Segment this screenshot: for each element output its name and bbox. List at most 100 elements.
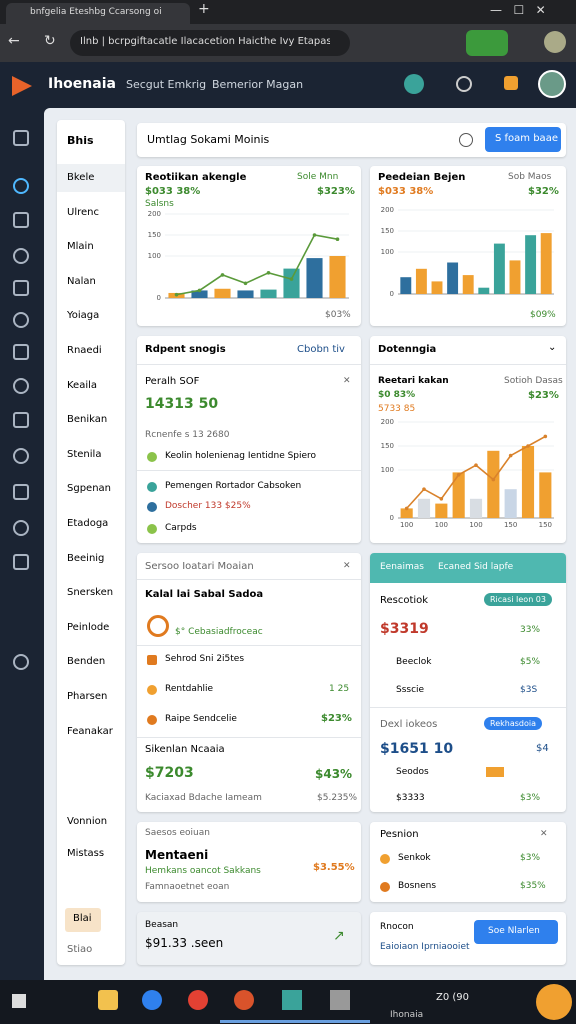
menu-item[interactable]: Nalan xyxy=(67,275,96,287)
rail-icon[interactable] xyxy=(13,212,29,228)
menu-item[interactable]: Snersken xyxy=(67,587,114,599)
bar xyxy=(504,489,517,518)
y-tick-label: 200 xyxy=(381,206,394,214)
app-icon[interactable] xyxy=(188,990,208,1010)
y-tick-label: 100 xyxy=(148,252,161,260)
app-icon[interactable] xyxy=(98,990,118,1010)
tab[interactable]: bnfgelia Eteshbg Ccarsong oi xyxy=(6,3,190,24)
app-icon[interactable] xyxy=(330,990,350,1010)
pill[interactable]: Ricasi Ieon 03 xyxy=(484,593,552,606)
menu-item[interactable]: Yoiaga xyxy=(67,310,100,322)
icon xyxy=(380,882,390,892)
card-link[interactable]: Cbobn tiv xyxy=(297,344,345,355)
rail-icon[interactable] xyxy=(13,654,29,670)
tray-button[interactable] xyxy=(536,984,572,1020)
rail-icon[interactable] xyxy=(13,378,29,394)
extension[interactable] xyxy=(466,30,508,56)
rail-icon[interactable] xyxy=(13,280,29,296)
row-label: Ssscie xyxy=(396,685,425,695)
rail-icon[interactable] xyxy=(13,130,29,146)
nav-item[interactable]: Bemerior Magan xyxy=(212,78,304,91)
settings-icon[interactable] xyxy=(456,76,472,92)
menu-active xyxy=(57,164,125,192)
rail-icon[interactable] xyxy=(13,344,29,360)
close[interactable]: ✕ xyxy=(343,376,351,386)
omnibox[interactable]: Ilnb | bcrpgiftacatle Ilacacetion Haicth… xyxy=(70,30,350,56)
primary-button[interactable]: S foam baae xyxy=(485,127,561,152)
side-menu: Bhis Blai Stiao Bkele Ulrenc Mlain Nalan Yoi… xyxy=(57,120,125,965)
bar xyxy=(283,268,300,298)
chevron[interactable]: ⌄ xyxy=(548,342,557,353)
rail-icon[interactable] xyxy=(13,178,29,194)
menu-item[interactable]: Etadoga xyxy=(67,518,109,529)
app-icon[interactable] xyxy=(234,990,254,1010)
rail-icon[interactable] xyxy=(13,484,29,500)
section-title: Beasan xyxy=(145,920,179,930)
bar xyxy=(493,243,505,294)
window-controls[interactable]: — ☐ ✕ xyxy=(490,3,546,17)
icon xyxy=(147,715,157,725)
new-tab[interactable]: + xyxy=(198,1,210,17)
avatar[interactable] xyxy=(544,31,566,53)
list-item: Doscher 133 $25% xyxy=(165,501,251,511)
icon[interactable]: ↗ xyxy=(333,928,345,944)
menu-item[interactable]: Bkele xyxy=(67,172,95,183)
icon xyxy=(147,655,157,665)
chart-subtitle: $033 38% xyxy=(145,186,201,197)
badge: Blai xyxy=(65,908,101,932)
help-icon[interactable] xyxy=(459,133,473,147)
card-header: Eenaimas xyxy=(380,562,424,572)
menu-item[interactable]: Keaila xyxy=(67,379,98,391)
reload[interactable]: ↻ xyxy=(44,33,56,49)
menu-item[interactable]: Sgpenan xyxy=(67,483,111,495)
line-point xyxy=(543,434,548,439)
icon xyxy=(147,524,157,534)
nav-item[interactable]: Secgut Emkrig xyxy=(126,78,207,91)
menu-item[interactable]: Stenila xyxy=(67,448,102,460)
status-icon[interactable] xyxy=(404,74,424,94)
close[interactable]: ✕ xyxy=(540,829,548,839)
menu-item[interactable]: Ulrenc xyxy=(67,206,99,218)
divider xyxy=(370,707,566,708)
start[interactable] xyxy=(12,994,26,1008)
button[interactable]: Soe Nlarlen xyxy=(474,920,558,944)
line-point xyxy=(289,277,294,281)
menu-item[interactable]: Beeinig xyxy=(67,552,105,564)
tab-bar: bnfgelia Eteshbg Ccarsong oi + — ☐ ✕ xyxy=(0,0,576,24)
rail-icon[interactable] xyxy=(13,448,29,464)
menu-item[interactable]: Pharsen xyxy=(67,691,108,702)
menu-item[interactable]: Mistass xyxy=(67,848,105,859)
line-point xyxy=(335,237,340,241)
rail-icon[interactable] xyxy=(13,248,29,264)
toolbar-title: Umtlag Sokami Moinis xyxy=(147,133,270,146)
menu-item[interactable]: Rnaedi xyxy=(67,345,102,356)
line-point xyxy=(474,463,478,467)
back[interactable]: ← xyxy=(8,33,20,49)
menu-item[interactable]: Vonnion xyxy=(67,816,108,827)
menu-item[interactable]: Benikan xyxy=(67,414,108,426)
rail-icon[interactable] xyxy=(13,412,29,428)
badge-text: Blai xyxy=(73,913,92,924)
section-title: Dexl iokeos xyxy=(380,719,438,730)
line-point xyxy=(422,487,426,491)
notification-icon[interactable] xyxy=(504,76,518,90)
menu-item[interactable]: Mlain xyxy=(67,241,94,253)
rail-icon[interactable] xyxy=(13,520,29,536)
pill[interactable]: Rekhasdoia xyxy=(484,717,542,730)
rail-icon[interactable] xyxy=(13,554,29,570)
close[interactable]: ✕ xyxy=(343,561,351,571)
y-tick-label: 0 xyxy=(157,294,161,302)
y-tick-label: 100 xyxy=(381,466,394,474)
user-avatar[interactable] xyxy=(538,70,566,98)
value: $91.33 .seen xyxy=(145,936,224,950)
rail-icon[interactable] xyxy=(13,312,29,328)
app-icon[interactable] xyxy=(142,990,162,1010)
menu-item[interactable]: Peinlode xyxy=(67,621,110,633)
menu-item[interactable]: Feanakar xyxy=(67,725,113,737)
row-value: $3S xyxy=(520,685,538,695)
line-point xyxy=(197,288,202,293)
app-icon[interactable] xyxy=(282,990,302,1010)
menu-item[interactable]: Benden xyxy=(67,656,106,668)
section-title: Mentaeni xyxy=(145,848,209,862)
